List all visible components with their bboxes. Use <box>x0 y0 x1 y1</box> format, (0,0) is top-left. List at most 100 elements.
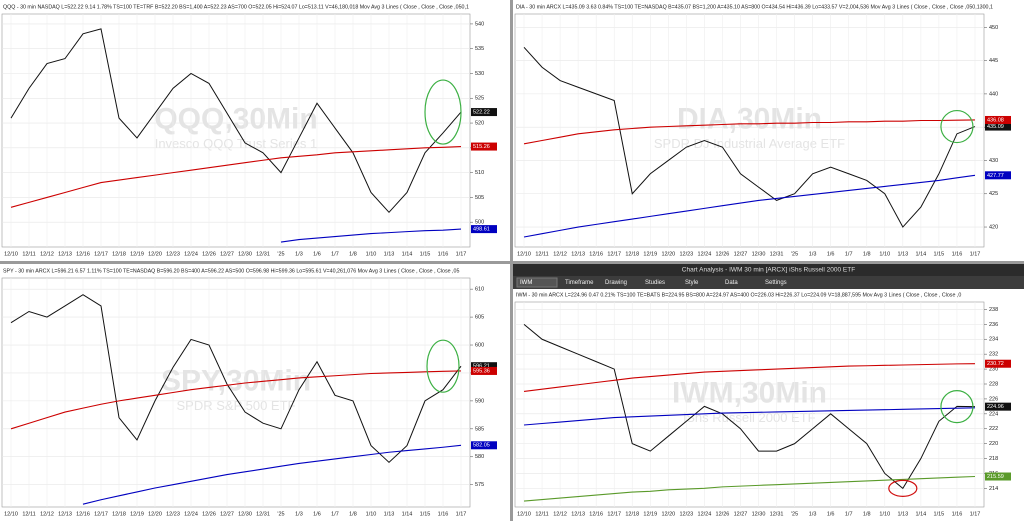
x-tick-label: 12/10 <box>4 251 18 257</box>
toolbar-button[interactable]: Drawing <box>605 280 627 286</box>
x-tick-label: 1/15 <box>420 251 431 257</box>
x-tick-label: 12/27 <box>734 251 748 257</box>
toolbar-button[interactable]: Style <box>685 280 699 286</box>
x-tick-label: 1/8 <box>349 511 357 517</box>
x-tick-label: 12/11 <box>22 511 35 517</box>
y-tick-label: 440 <box>989 91 998 97</box>
y-tick-label: 234 <box>989 337 998 343</box>
x-tick-label: 12/27 <box>734 511 748 517</box>
highlight-circle <box>424 79 462 145</box>
price-tag-label: 427.77 <box>987 173 1004 179</box>
x-tick-label: 12/20 <box>148 511 162 517</box>
x-tick-label: 12/30 <box>238 251 252 257</box>
chart-header: SPY - 30 min ARCX L=596.21 6.57 1.11% TS… <box>3 268 459 274</box>
x-tick-label: 1/10 <box>366 251 377 257</box>
price-tag <box>471 225 497 234</box>
x-tick-label: 12/18 <box>112 511 126 517</box>
watermark-subtitle: SPDR S&P 500 ETF <box>177 398 296 413</box>
x-tick-label: 12/26 <box>716 251 730 257</box>
x-tick-label: 1/16 <box>438 251 449 257</box>
symbol-box <box>516 277 558 288</box>
highlight-circle <box>940 109 974 144</box>
price-tag <box>471 441 497 450</box>
x-tick-label: 12/27 <box>220 511 234 517</box>
x-tick-label: 1/15 <box>934 511 945 517</box>
symbol: IWM <box>520 280 532 286</box>
x-tick-label: 1/13 <box>897 511 908 517</box>
price-tag-label: 435.09 <box>987 124 1004 130</box>
x-tick-label: 12/11 <box>22 251 35 257</box>
y-tick-label: 220 <box>989 441 998 447</box>
y-tick-label: 500 <box>475 220 484 226</box>
x-tick-label: 12/23 <box>166 511 180 517</box>
x-tick-label: 1/16 <box>438 511 449 517</box>
highlight-circle <box>426 339 460 393</box>
price-tag <box>985 402 1011 411</box>
y-tick-label: 510 <box>475 170 484 176</box>
x-tick-label: 12/18 <box>112 251 126 257</box>
y-tick-label: 575 <box>475 482 484 488</box>
x-tick-label: 12/10 <box>517 511 531 517</box>
x-tick-label: 12/31 <box>770 251 784 257</box>
x-tick-label: 12/19 <box>130 251 144 257</box>
x-tick-label: 1/7 <box>845 511 853 517</box>
watermark: DIA,30Min <box>677 102 822 135</box>
y-tick-label: 535 <box>475 46 484 52</box>
x-tick-label: 12/12 <box>553 511 567 517</box>
toolbar-button[interactable]: Timeframe <box>565 280 594 286</box>
x-tick-label: 12/23 <box>679 251 693 257</box>
x-tick-label: 12/10 <box>517 251 531 257</box>
x-tick-label: 12/23 <box>679 511 693 517</box>
price-tag <box>471 142 497 151</box>
price-tag-label: 595.36 <box>473 368 490 374</box>
x-tick-label: 12/19 <box>643 511 657 517</box>
price-tag <box>471 108 497 117</box>
x-tick-label: 12/26 <box>202 511 216 517</box>
y-tick-label: 585 <box>475 426 484 432</box>
toolbar-button[interactable]: Data <box>725 280 738 286</box>
x-tick-label: 12/13 <box>58 251 72 257</box>
plot-frame <box>514 13 985 248</box>
series-line <box>523 363 975 392</box>
x-tick-label: 1/14 <box>402 251 413 257</box>
x-tick-label: 12/17 <box>607 511 621 517</box>
x-tick-label: 1/7 <box>331 511 339 517</box>
x-tick-label: 12/20 <box>148 251 162 257</box>
x-tick-label: 12/13 <box>571 511 585 517</box>
series-line <box>82 444 462 505</box>
y-tick-label: 420 <box>989 224 998 230</box>
x-tick-label: 1/6 <box>313 511 321 517</box>
y-tick-label: 238 <box>989 307 998 313</box>
x-tick-label: 12/20 <box>661 251 675 257</box>
price-tag-label: 498.61 <box>473 227 490 233</box>
x-tick-label: 1/8 <box>349 251 357 257</box>
toolbar-button[interactable]: Studies <box>645 280 665 286</box>
series-line <box>523 475 976 502</box>
x-tick-label: 12/30 <box>752 511 766 517</box>
x-tick-label: 1/15 <box>420 511 431 517</box>
x-tick-label: 1/10 <box>879 251 890 257</box>
y-tick-label: 580 <box>475 454 484 460</box>
x-tick-label: 1/7 <box>331 251 339 257</box>
x-tick-label: 1/13 <box>897 251 908 257</box>
x-tick-label: 12/24 <box>698 251 712 257</box>
x-tick-label: 12/26 <box>202 251 216 257</box>
series-line <box>523 407 975 426</box>
x-tick-label: 12/27 <box>220 251 234 257</box>
y-tick-label: 425 <box>989 191 998 197</box>
x-tick-label: 12/18 <box>625 251 639 257</box>
y-tick-label: 236 <box>989 322 998 328</box>
toolbar-button[interactable]: Settings <box>765 280 787 286</box>
y-tick-label: 590 <box>475 398 484 404</box>
x-tick-label: 12/26 <box>716 511 730 517</box>
x-tick-label: 12/17 <box>94 511 108 517</box>
x-tick-label: 12/24 <box>698 511 712 517</box>
x-tick-label: 1/8 <box>863 251 871 257</box>
series-line <box>280 228 462 243</box>
series-line <box>523 323 975 490</box>
x-tick-label: 12/13 <box>58 511 72 517</box>
x-tick-label: 12/19 <box>130 511 144 517</box>
x-tick-label: 12/16 <box>76 251 90 257</box>
x-tick-label: 12/18 <box>625 511 639 517</box>
x-tick-label: 1/3 <box>809 251 817 257</box>
